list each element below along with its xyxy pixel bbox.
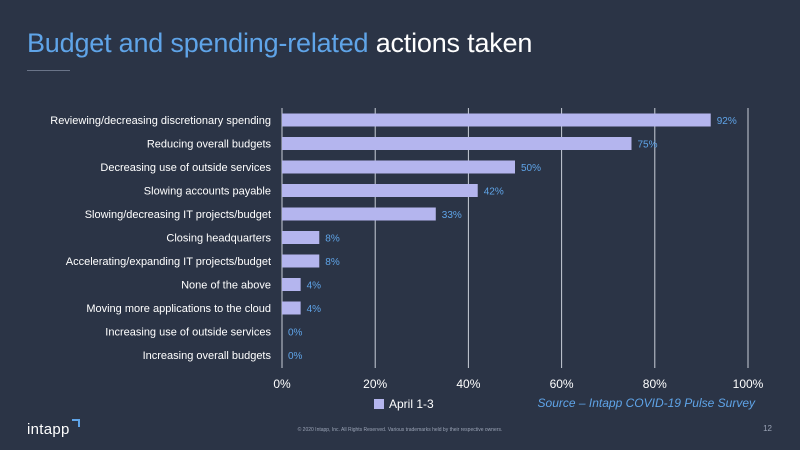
title-rest: actions taken — [375, 28, 533, 58]
legend-swatch — [374, 399, 384, 409]
bar — [282, 113, 711, 127]
x-tick-label: 40% — [456, 377, 480, 391]
category-label: Reducing overall budgets — [147, 139, 272, 151]
bar — [282, 137, 632, 150]
data-label: 42% — [484, 187, 504, 198]
x-tick-label: 100% — [733, 377, 764, 391]
title-highlight: Budget and spending-related — [27, 28, 369, 58]
bar — [282, 231, 320, 244]
legend-label: April 1-3 — [389, 397, 434, 411]
category-label: Closing headquarters — [166, 233, 271, 245]
category-label: Accelerating/expanding IT projects/budge… — [66, 256, 271, 268]
data-label: 0% — [288, 328, 303, 339]
data-label: 4% — [307, 304, 322, 315]
data-label: 8% — [325, 257, 340, 268]
x-tick-label: 60% — [550, 377, 574, 391]
data-label: 92% — [717, 116, 737, 127]
category-label: None of the above — [181, 280, 271, 292]
category-label: Slowing/decreasing IT projects/budget — [85, 209, 271, 221]
page-title: Budget and spending-related actions take… — [27, 26, 532, 60]
x-tick-label: 0% — [273, 377, 291, 391]
title-divider — [27, 70, 70, 71]
x-tick-label: 20% — [363, 377, 387, 391]
intapp-logo: intapp — [27, 421, 70, 438]
category-label: Moving more applications to the cloud — [86, 303, 271, 315]
bar — [282, 160, 515, 174]
bar — [282, 184, 478, 197]
category-label: Decreasing use of outside services — [100, 162, 271, 174]
data-label: 33% — [442, 210, 462, 221]
chart-legend: April 1-3 — [374, 397, 434, 411]
x-tick-label: 80% — [643, 377, 667, 391]
category-label: Increasing overall budgets — [143, 350, 272, 362]
data-label: 8% — [325, 234, 340, 245]
source-note: Source – Intapp COVID-19 Pulse Survey — [537, 396, 755, 410]
category-label: Reviewing/decreasing discretionary spend… — [50, 115, 271, 127]
data-label: 75% — [638, 140, 658, 151]
bar — [282, 254, 320, 268]
bar — [282, 301, 301, 315]
data-label: 50% — [521, 163, 541, 174]
data-label: 4% — [307, 281, 322, 292]
bar — [282, 278, 301, 291]
logo-mark-icon — [72, 419, 80, 427]
data-label: 0% — [288, 351, 303, 362]
page-number: 12 — [763, 424, 772, 433]
copyright-notice: © 2020 Intapp, Inc. All Rights Reserved.… — [297, 427, 503, 433]
category-label: Increasing use of outside services — [105, 327, 271, 339]
category-label: Slowing accounts payable — [144, 186, 271, 198]
bar — [282, 207, 436, 221]
